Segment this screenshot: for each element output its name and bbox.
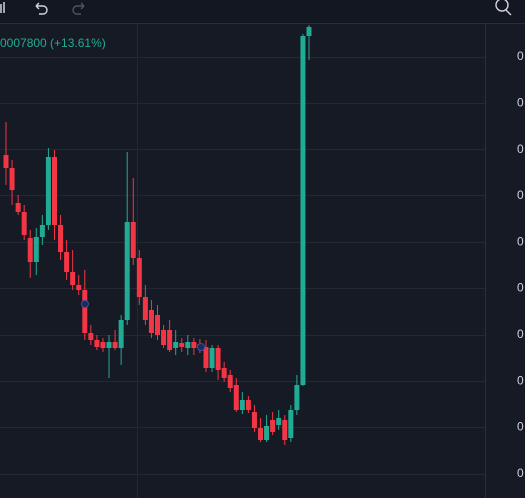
candle-body — [191, 342, 197, 348]
candle-body — [58, 225, 64, 252]
candle-body — [106, 342, 112, 348]
candle-body — [39, 225, 45, 237]
candle-body — [142, 297, 148, 320]
candle-body — [270, 420, 276, 432]
candles — [3, 25, 312, 445]
candle-body — [21, 212, 27, 235]
price-scale-label: 0 — [517, 466, 524, 480]
candle-body — [3, 155, 9, 168]
candle-body — [148, 310, 154, 333]
candle-body — [155, 315, 160, 335]
candle-body — [288, 410, 294, 438]
candle-body — [227, 375, 233, 388]
candle-body — [9, 168, 15, 190]
candle-body — [203, 347, 209, 368]
candle-body — [70, 272, 76, 285]
candle-body — [209, 348, 215, 368]
candle-body — [124, 222, 130, 320]
candle-body — [88, 333, 94, 340]
candle-body — [239, 400, 245, 410]
candle-body — [51, 157, 57, 225]
candle-body — [300, 36, 306, 385]
candle-body — [94, 340, 100, 347]
candle-body — [64, 252, 70, 272]
candle-body — [76, 285, 82, 290]
candle-body — [221, 368, 227, 378]
candle-body — [118, 320, 124, 348]
price-scale-label: 0 — [517, 281, 524, 295]
price-scale-label: 0 — [517, 327, 524, 341]
candle-body — [167, 330, 173, 350]
candle-body — [306, 27, 312, 36]
redo-button[interactable] — [72, 2, 85, 15]
price-scale-label: 0 — [517, 49, 524, 63]
legend-text: 0007800 (+13.61%) — [0, 36, 106, 50]
price-scale-label: 0 — [517, 420, 524, 434]
event-marker[interactable] — [81, 300, 89, 308]
price-scale: 0 0 0 0 0 0 0 0 0 0 — [517, 49, 524, 480]
candle-body — [245, 400, 251, 410]
candle-body — [136, 258, 142, 297]
candle-body — [282, 420, 288, 440]
candle-body — [33, 237, 39, 262]
candle-body — [100, 342, 106, 348]
toolbar — [0, 0, 525, 23]
candle-body — [294, 385, 300, 410]
candle-body — [161, 330, 167, 345]
indicators-icon[interactable] — [0, 2, 5, 13]
price-scale-label: 0 — [517, 373, 524, 387]
candle-body — [82, 290, 88, 333]
zoom-button[interactable] — [495, 0, 512, 16]
candle-body — [179, 343, 185, 347]
candle-body — [15, 203, 21, 212]
price-scale-label: 0 — [517, 142, 524, 156]
candle-body — [264, 426, 270, 440]
candle-body — [112, 342, 118, 348]
event-marker[interactable] — [197, 343, 205, 351]
price-scale-label: 0 — [517, 234, 524, 248]
candle-body — [215, 348, 221, 370]
candle-body — [251, 412, 257, 428]
candle-body — [276, 418, 282, 425]
candle-body — [233, 385, 239, 410]
candle-body — [27, 238, 33, 262]
candle-body — [185, 342, 191, 348]
price-scale-label: 0 — [517, 188, 524, 202]
price-scale-label: 0 — [517, 95, 524, 109]
candle-body — [45, 157, 51, 225]
undo-button[interactable] — [35, 2, 48, 15]
candle-body — [258, 428, 264, 440]
candle-body — [173, 342, 179, 348]
candle-body — [130, 222, 136, 258]
